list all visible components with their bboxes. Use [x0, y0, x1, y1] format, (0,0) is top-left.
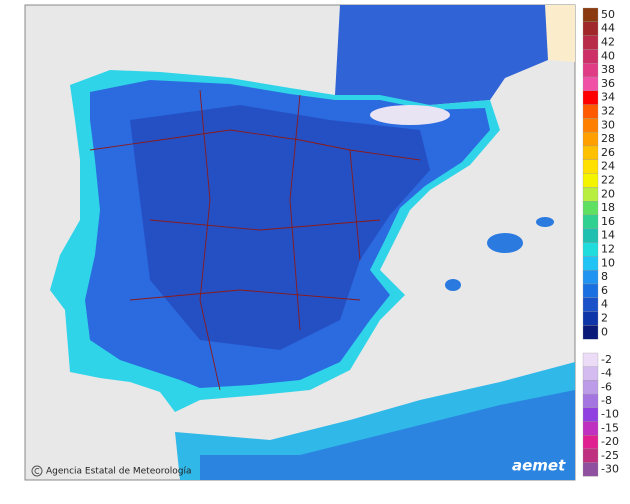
legend-swatch: [582, 76, 599, 91]
legend-label: 28: [601, 132, 615, 145]
legend-label: 36: [601, 77, 615, 90]
region-borders: [89, 89, 421, 391]
legend-label: -8: [601, 394, 612, 407]
legend-label: 18: [601, 201, 615, 214]
legend-swatch: [582, 242, 599, 257]
legend-label: 40: [601, 49, 615, 62]
legend-swatch: [582, 118, 599, 133]
legend-swatch: [582, 352, 599, 367]
legend-swatch: [582, 173, 599, 188]
legend-label: 6: [601, 284, 608, 297]
legend-label: 16: [601, 215, 615, 228]
legend-label: -20: [601, 435, 619, 448]
legend-label: 14: [601, 229, 615, 242]
legend-label: -15: [601, 421, 619, 434]
warm-area: [545, 5, 575, 62]
legend-label: 26: [601, 146, 615, 159]
legend-swatch: [582, 187, 599, 202]
legend-label: 0: [601, 325, 608, 338]
legend-label: -30: [601, 462, 619, 475]
legend-swatch: [582, 228, 599, 243]
legend-label: 38: [601, 63, 615, 76]
legend-swatch: [582, 7, 599, 22]
legend-label: -6: [601, 380, 612, 393]
legend-swatch: [582, 393, 599, 408]
legend-swatch: [582, 283, 599, 298]
legend-swatch: [582, 104, 599, 119]
legend-swatch: [582, 421, 599, 436]
copyright-icon: [31, 465, 43, 477]
menorca: [536, 217, 554, 227]
legend-swatch: [582, 311, 599, 326]
legend-swatch: [582, 49, 599, 64]
legend-swatch: [582, 201, 599, 216]
pyrenees-snow: [370, 105, 450, 125]
legend-label: 30: [601, 118, 615, 131]
legend-swatch: [582, 145, 599, 160]
legend-label: -25: [601, 449, 619, 462]
legend-label: 44: [601, 22, 615, 35]
attribution: Agencia Estatal de Meteorología: [46, 467, 192, 477]
ibiza: [445, 279, 461, 291]
interior: [130, 105, 430, 350]
legend-swatch: [582, 407, 599, 422]
mallorca: [487, 233, 523, 253]
legend-label: 12: [601, 243, 615, 256]
africa-inner: [200, 390, 575, 480]
legend-swatch: [582, 297, 599, 312]
legend-label: 4: [601, 298, 608, 311]
legend-swatch: [582, 325, 599, 340]
legend-label: -10: [601, 408, 619, 421]
legend-label: -2: [601, 353, 612, 366]
legend-label: 22: [601, 174, 615, 187]
legend-swatch: [582, 214, 599, 229]
logo: aemet: [512, 457, 566, 475]
biscay-area: [335, 5, 548, 105]
legend-label: 20: [601, 187, 615, 200]
legend-label: 42: [601, 36, 615, 49]
legend-label: 24: [601, 160, 615, 173]
legend: 5044424038363432302826242220181614121086…: [582, 7, 619, 477]
legend-swatch: [582, 159, 599, 174]
legend-label: 2: [601, 312, 608, 325]
copyright-c: [34, 468, 40, 474]
legend-swatch: [582, 435, 599, 450]
legend-swatch: [582, 380, 599, 395]
legend-swatch: [582, 256, 599, 271]
legend-swatch: [582, 35, 599, 50]
legend-label: 10: [601, 256, 615, 269]
legend-swatch: [582, 90, 599, 105]
legend-swatch: [582, 21, 599, 36]
legend-swatch: [582, 270, 599, 285]
legend-label: 50: [601, 8, 615, 21]
legend-swatch: [582, 132, 599, 147]
legend-swatch: [582, 448, 599, 463]
legend-swatch: [582, 462, 599, 477]
legend-label: -4: [601, 367, 612, 380]
legend-label: 34: [601, 91, 615, 104]
legend-label: 32: [601, 105, 615, 118]
legend-swatch: [582, 366, 599, 381]
legend-label: 8: [601, 270, 608, 283]
legend-swatch: [582, 63, 599, 78]
